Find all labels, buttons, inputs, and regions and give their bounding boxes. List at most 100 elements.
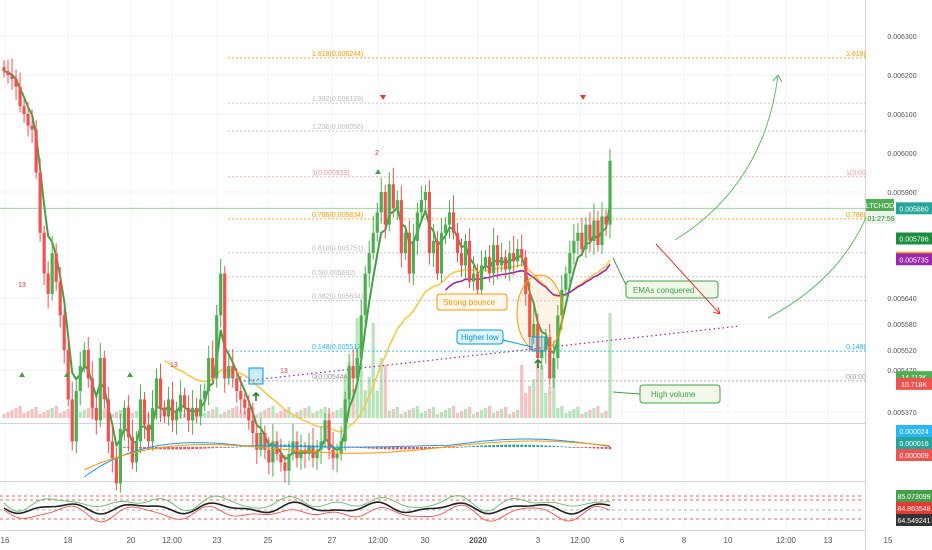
macd-histogram-bar (303, 444, 307, 447)
macd-histogram-bar (311, 445, 315, 447)
candle-body (411, 240, 415, 274)
volume-bar (279, 411, 283, 418)
macd-value-label: 0.000009 (899, 453, 928, 460)
candle-body (14, 78, 18, 87)
macd-value-label: 0.000016 (899, 441, 928, 448)
candle-body (22, 106, 26, 114)
macd-histogram-bar (235, 446, 239, 448)
volume-bar (231, 408, 235, 418)
volume-bar (267, 408, 271, 418)
macd-histogram-bar (524, 444, 528, 447)
candle-body (572, 240, 576, 254)
macd-histogram-bar (371, 447, 375, 449)
volume-bar (50, 408, 54, 418)
candle-body (70, 399, 74, 442)
time-tick-label: 27 (328, 536, 337, 545)
volume-bar (403, 412, 407, 418)
macd-histogram-bar (520, 444, 524, 447)
time-tick-label: 13 (824, 536, 833, 545)
macd-histogram-bar (387, 447, 391, 450)
macd-histogram-bar (544, 445, 548, 447)
candle-body (471, 273, 476, 282)
trend-line (234, 325, 741, 383)
volume-bar (431, 407, 436, 418)
macd-histogram-bar (596, 447, 600, 449)
volume-bar (451, 406, 456, 418)
candle-body (227, 366, 231, 379)
candle-body (150, 407, 155, 442)
time-tick-label: 18 (64, 536, 73, 545)
macd-histogram-bar (363, 447, 367, 449)
macd-histogram-bar (468, 446, 471, 448)
candle-body (279, 454, 283, 463)
macd-histogram-bar (568, 446, 572, 448)
volume-bar (335, 410, 339, 418)
rsi-value-label: 85.073099 (897, 494, 930, 501)
volume-bar (30, 409, 34, 418)
candle-body (26, 114, 30, 126)
candle-body (267, 449, 271, 463)
volume-bar (483, 408, 488, 418)
time-tick-label: 8 (682, 536, 687, 545)
volume-bar (379, 358, 383, 418)
volume-bar (371, 323, 375, 418)
candle-body (532, 324, 536, 337)
volume-bar (604, 411, 608, 418)
price-tick-label: 0.005580 (887, 322, 916, 329)
macd-histogram-bar (319, 445, 323, 447)
volume-bar (532, 379, 536, 418)
volume-bar (520, 365, 524, 418)
macd-histogram-bar (528, 444, 532, 447)
macd-histogram-bar (211, 447, 215, 449)
macd-value-bg (896, 425, 932, 437)
time-tick-label: 23 (213, 536, 222, 545)
volume-bar (6, 412, 10, 418)
candle-body (182, 395, 187, 408)
candle-body (207, 358, 211, 391)
macd-value-label: 0.000024 (899, 429, 928, 436)
macd-histogram-bar (127, 447, 130, 448)
candle-body (375, 212, 379, 233)
candle-body (608, 160, 612, 225)
volume-bar (34, 407, 38, 418)
candle-body (371, 232, 375, 254)
volume-bar (467, 407, 472, 418)
macd-panel (84, 438, 612, 478)
volume-bar (295, 412, 299, 418)
annotations: Strong bounce Higher low EMAs conquered Hig… (18, 74, 880, 404)
volume-bar (572, 409, 576, 418)
symbol-badge (866, 199, 894, 211)
price-label-bg (896, 202, 932, 215)
candle-body (343, 399, 347, 442)
rsi-value-bg (896, 490, 932, 502)
down-triangle-marker (380, 95, 386, 100)
rsi-value-label: 84.863548 (897, 506, 930, 513)
candle-body (271, 441, 275, 463)
price-tick-label: 0.006200 (887, 73, 916, 80)
volume-bar (14, 408, 18, 418)
volume-bar (215, 407, 219, 418)
volume-bar (46, 410, 50, 418)
candle-body (600, 216, 604, 245)
rsi-lower-line (3, 504, 611, 523)
price-tick-label: 0.005370 (887, 410, 916, 417)
macd-histogram-bar (195, 447, 199, 449)
volume-bar (22, 413, 26, 418)
up-triangle-marker (375, 169, 381, 174)
macd-histogram-bar (122, 447, 126, 448)
up-triangle-marker (64, 372, 70, 377)
candle-body (395, 200, 399, 209)
macd-histogram-bar (239, 446, 243, 448)
volume-bar (82, 410, 86, 418)
candle-body (291, 441, 295, 454)
macd-histogram-bar (548, 445, 552, 447)
price-tick-label: 0.006100 (887, 112, 916, 119)
candle-body (275, 441, 279, 454)
candle-body (138, 399, 143, 442)
volume-bar (387, 411, 391, 418)
candle-body (315, 449, 319, 459)
candle-body (158, 378, 163, 408)
macd-histogram-bar (604, 447, 608, 449)
volume-bar (504, 407, 508, 418)
volume-bar (492, 413, 496, 418)
